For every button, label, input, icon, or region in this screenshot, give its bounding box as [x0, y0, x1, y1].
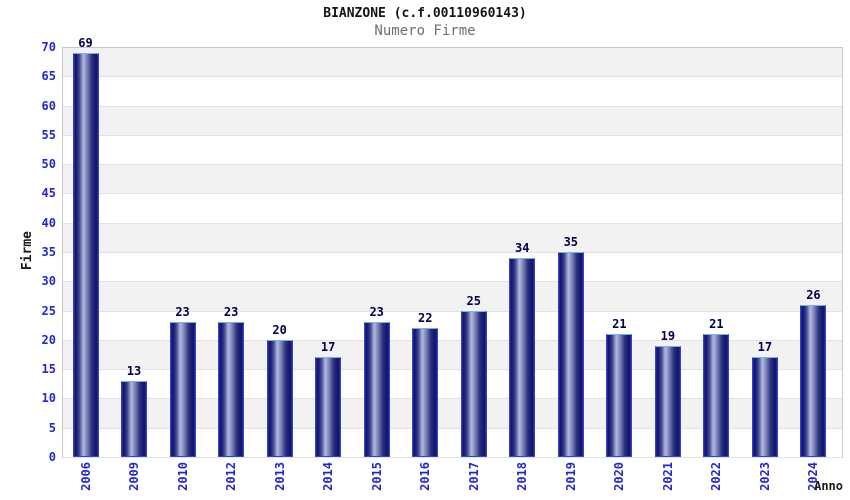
bar-value-label: 21 — [612, 317, 627, 331]
y-tick-label: 30 — [41, 274, 56, 289]
bar-value-label: 19 — [660, 328, 676, 343]
bar — [315, 357, 342, 457]
bar-value-label: 17 — [757, 340, 773, 355]
bar-value-label: 23 — [175, 305, 190, 320]
y-tick-label: 10 — [41, 391, 56, 406]
bar-value-label: 35 — [563, 235, 579, 249]
bar — [363, 322, 390, 457]
y-tick-label: 60 — [41, 98, 56, 113]
bar — [412, 328, 439, 457]
x-tick-label: 2010 — [175, 462, 190, 491]
bar-value-label: 26 — [806, 287, 821, 302]
bar-value-label: 21 — [709, 317, 724, 331]
x-tick-label: 2013 — [272, 462, 287, 491]
y-tick-label: 45 — [41, 186, 56, 201]
bar — [654, 345, 681, 457]
bar-value-label: 23 — [369, 305, 384, 320]
y-tick-label: 35 — [41, 245, 56, 259]
y-tick-label: 5 — [48, 420, 56, 435]
grid-band — [63, 253, 842, 283]
grid-band — [63, 194, 842, 224]
bar-value-label: 69 — [78, 35, 93, 50]
x-tick-label: 2019 — [563, 462, 578, 491]
grid-band — [63, 223, 842, 253]
x-tick-label: 2018 — [515, 462, 530, 491]
grid-band — [63, 165, 842, 195]
grid-band — [63, 48, 842, 78]
bar — [266, 339, 293, 457]
bar — [72, 52, 99, 457]
bar-value-label: 22 — [417, 311, 433, 326]
x-tick-label: 2015 — [369, 462, 384, 491]
y-tick-label: 25 — [41, 303, 56, 318]
y-tick-label: 55 — [41, 127, 56, 142]
bar — [218, 322, 245, 457]
x-axis-title: Anno — [814, 479, 843, 493]
y-tick-label: 15 — [41, 362, 56, 377]
bar-value-label: 23 — [223, 305, 239, 320]
bar — [460, 310, 487, 457]
y-tick-label: 50 — [41, 157, 56, 172]
x-tick-label: 2016 — [418, 462, 433, 491]
bar — [606, 334, 633, 457]
x-tick-label: 2022 — [709, 462, 724, 491]
x-tick-label: 2006 — [78, 462, 93, 491]
grid-band — [63, 135, 842, 166]
chart-title: BIANZONE (c.f.00110960143) — [323, 6, 527, 21]
x-tick-label: 2020 — [612, 462, 627, 491]
bar — [121, 380, 148, 457]
chart-subtitle: Numero Firme — [374, 23, 476, 39]
x-tick-label: 2014 — [321, 462, 336, 491]
x-tick-label: 2012 — [224, 462, 239, 491]
bar — [509, 257, 536, 457]
bar-value-label: 17 — [320, 340, 336, 355]
x-tick-label: 2021 — [660, 462, 675, 491]
bar-value-label: 20 — [272, 322, 287, 337]
bar — [800, 304, 827, 457]
bar — [751, 357, 778, 457]
bar-value-label: 13 — [126, 363, 142, 378]
grid-band — [63, 106, 842, 136]
bar-value-label: 25 — [466, 293, 481, 308]
bar — [169, 322, 196, 457]
bar-value-label: 34 — [515, 240, 530, 255]
y-tick-label: 70 — [41, 40, 56, 54]
bar — [557, 252, 584, 457]
y-tick-label: 40 — [41, 215, 56, 230]
x-tick-label: 2017 — [466, 462, 481, 491]
x-tick-label: 2023 — [757, 462, 772, 491]
bar — [703, 334, 730, 457]
grid-band — [63, 77, 842, 107]
y-tick-label: 20 — [41, 332, 56, 347]
y-tick-label: 65 — [41, 69, 56, 84]
x-tick-label: 2009 — [127, 462, 142, 491]
y-tick-label: 0 — [48, 450, 56, 464]
grid-band — [63, 282, 842, 312]
